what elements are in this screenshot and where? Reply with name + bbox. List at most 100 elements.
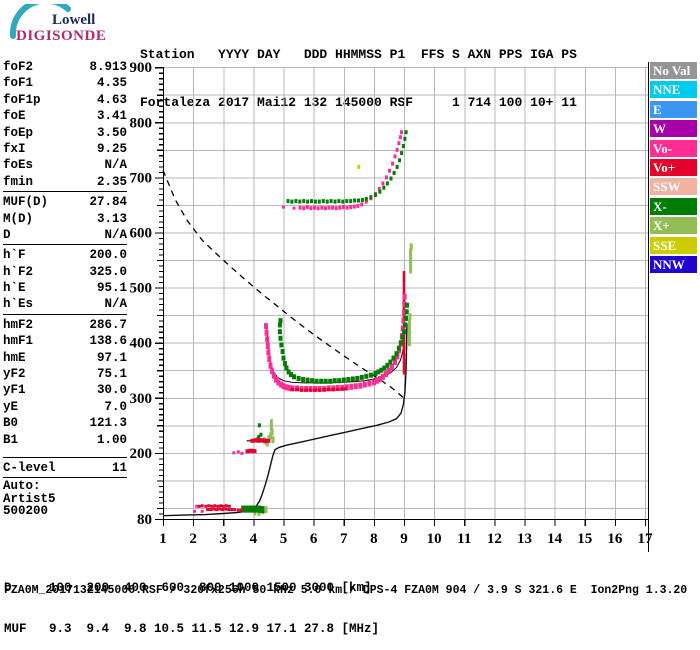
x-minus-cluster-bits-point bbox=[259, 432, 263, 437]
x-tick-label: 17 bbox=[638, 531, 654, 547]
f-trace-x-mode-green-point bbox=[281, 355, 286, 361]
parameter-row: B0 121.3 bbox=[3, 415, 127, 431]
x-tick-label: 9 bbox=[400, 531, 408, 547]
second-order-pink-point bbox=[316, 206, 320, 211]
legend-item-vo-: Vo- bbox=[650, 139, 697, 157]
second-order-pink-point bbox=[298, 205, 302, 210]
second-order-green-point bbox=[306, 199, 310, 204]
f-trace-o-mode-pink-point bbox=[393, 359, 397, 365]
f-trace-x-mode-green-point bbox=[400, 334, 405, 340]
parameter-value: 121.3 bbox=[89, 416, 127, 431]
f-trace-o-mode-pink-point bbox=[401, 317, 406, 324]
f-trace-x-mode-green-point bbox=[289, 372, 293, 378]
parameter-row: fxI 9.25 bbox=[3, 141, 127, 157]
e-region-o-mode-crimson-point bbox=[230, 508, 234, 512]
x-plus-light-green-dashes-point bbox=[269, 419, 273, 427]
f-trace-o-mode-pink-point bbox=[287, 384, 292, 391]
x-tick-label: 6 bbox=[310, 531, 318, 547]
f1-cluster-crimson-point bbox=[250, 438, 256, 443]
f-trace-o-mode-pink-point bbox=[274, 376, 278, 383]
parameter-row: foF1p 4.63 bbox=[3, 92, 127, 108]
bottom-underline-crimson-point bbox=[317, 388, 322, 392]
f-trace-o-mode-pink-point bbox=[386, 367, 391, 374]
second-order-green-point bbox=[378, 189, 382, 194]
f-trace-x-mode-green-point bbox=[396, 345, 401, 351]
f-trace-x-mode-green-point bbox=[305, 377, 310, 383]
second-order-green-point bbox=[369, 195, 373, 200]
second-order-pink-point bbox=[302, 206, 306, 211]
f-trace-o-mode-pink-point bbox=[383, 371, 388, 378]
second-order-green-point bbox=[298, 199, 302, 204]
x-plus-light-green-dashes-point bbox=[409, 247, 413, 255]
bottom-underline-crimson-point bbox=[326, 388, 331, 391]
second-order-green-point bbox=[341, 199, 345, 204]
x-tick-label: 2 bbox=[189, 531, 197, 547]
parameter-label: fxI bbox=[3, 141, 26, 156]
logo-text-lowell: Lowell bbox=[52, 12, 96, 28]
x-tick-label: 4 bbox=[250, 531, 258, 547]
parameter-row: foEp 3.50 bbox=[3, 125, 127, 141]
parameter-value: 7.0 bbox=[104, 399, 127, 414]
parameter-label: foF1 bbox=[3, 76, 34, 91]
parameter-label: yF2 bbox=[3, 367, 26, 382]
parameter-row: yF1 30.0 bbox=[3, 382, 127, 398]
bottom-underline-crimson-point bbox=[299, 388, 304, 392]
ionogram-viewer: { "logo": {"top": "Lowell", "bottom": "D… bbox=[3, 0, 697, 636]
f-trace-x-mode-green-point bbox=[337, 378, 342, 384]
e-region-x-mode-bar-point bbox=[259, 506, 265, 514]
second-order-pink-point bbox=[305, 205, 309, 210]
f-trace-x-mode-green-point bbox=[405, 302, 409, 308]
parameter-label: Auto: bbox=[3, 479, 41, 494]
x-plus-light-green-dashes-point bbox=[407, 319, 411, 327]
parameter-label: h`E bbox=[3, 281, 26, 296]
second-order-green-point bbox=[294, 199, 298, 204]
second-order-pink-point bbox=[385, 175, 388, 180]
parameter-value: 4.63 bbox=[96, 92, 127, 107]
x-tick-label: 3 bbox=[220, 531, 228, 547]
second-order-pink-point bbox=[345, 205, 349, 210]
second-order-pink-point bbox=[334, 206, 338, 211]
second-order-green-point bbox=[349, 199, 353, 204]
file-status-line: FZA0M_2017132145000.RSF / 320fx256h 50 k… bbox=[4, 584, 688, 597]
parameter-label: fmin bbox=[3, 174, 34, 189]
parameter-row: h`E 95.1 bbox=[3, 280, 127, 296]
e-region-o-mode-crimson-point bbox=[218, 507, 222, 511]
f-trace-o-mode-pink-point bbox=[267, 356, 272, 363]
second-order-pink-point bbox=[377, 187, 381, 191]
x-plus-light-green-dashes-point bbox=[407, 326, 411, 333]
pink-scatter-extras-point bbox=[292, 206, 296, 210]
x-plus-light-green-dashes-point bbox=[265, 439, 269, 447]
second-order-green-point bbox=[286, 199, 290, 204]
legend-item-x-: X- bbox=[650, 197, 697, 215]
f-trace-x-mode-green-point bbox=[283, 361, 287, 367]
f-trace-o-mode-pink-point bbox=[362, 381, 367, 388]
f-trace-x-mode-green-point bbox=[373, 371, 378, 376]
y-tick-label: 200 bbox=[130, 446, 153, 462]
parameter-row: hmF1 138.6 bbox=[3, 333, 127, 349]
second-order-pink-point bbox=[313, 205, 316, 210]
bottom-underline-crimson-point bbox=[343, 387, 348, 391]
y-tick-label: 600 bbox=[130, 225, 153, 241]
f-trace-o-mode-pink-point bbox=[335, 384, 340, 391]
f-trace-x-mode-green-point bbox=[404, 309, 409, 315]
second-order-green-point bbox=[398, 158, 401, 163]
second-order-green-point bbox=[389, 176, 393, 181]
f-trace-x-mode-green-point bbox=[286, 369, 291, 375]
f-trace-x-mode-green-point bbox=[364, 373, 369, 379]
scaled-parameters-panel: foF2 8.913 foF1 4.35 foF1p 4.63 foE 3.41 foEp 3.5… bbox=[3, 59, 127, 518]
f-trace-o-mode-pink-point bbox=[281, 383, 286, 390]
second-order-green-point bbox=[333, 199, 337, 204]
parameter-value: 325.0 bbox=[89, 264, 127, 279]
second-order-pink-point bbox=[331, 205, 335, 210]
f-trace-o-mode-pink-point bbox=[279, 381, 284, 388]
x-tick-label: 5 bbox=[280, 531, 288, 547]
f-trace-x-mode-green-point bbox=[319, 378, 324, 384]
parameter-value: 2.35 bbox=[96, 174, 127, 189]
second-order-green-point bbox=[325, 199, 329, 204]
bottom-underline-crimson-point bbox=[290, 388, 295, 391]
bottom-underline-crimson-point bbox=[331, 388, 336, 391]
e-region-o-mode-crimson-point bbox=[213, 504, 217, 508]
e-region-o-mode-crimson-point bbox=[207, 504, 211, 508]
parameter-label: B1 bbox=[3, 432, 19, 447]
second-order-pink-point bbox=[309, 206, 313, 211]
